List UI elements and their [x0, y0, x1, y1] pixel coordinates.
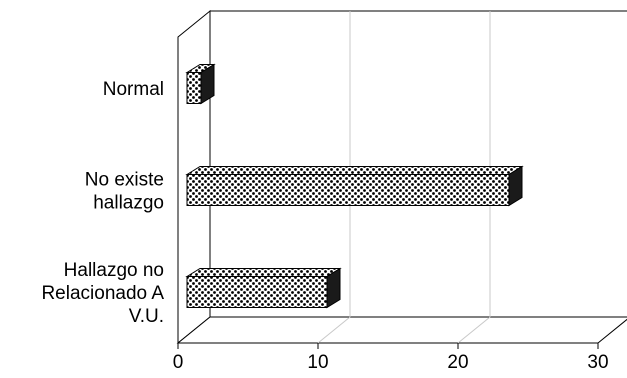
- category-label-line: hallazgo: [93, 193, 164, 214]
- category-label-line: Hallazgo no: [64, 260, 164, 281]
- x-tick-label: 0: [173, 352, 184, 373]
- floor: [176, 316, 627, 344]
- bar-top: [185, 268, 342, 277]
- grid-line-floor: [317, 316, 351, 344]
- bar: [185, 63, 216, 105]
- category-label-line: Normal: [103, 79, 164, 100]
- x-tick-label: 10: [307, 352, 328, 373]
- grid-lines: [317, 11, 491, 344]
- bar-front: [186, 276, 328, 308]
- x-tick-label: 30: [587, 352, 608, 373]
- category-label: Normal: [103, 79, 164, 100]
- x-tick-label: 20: [447, 352, 468, 373]
- bar: [185, 267, 342, 309]
- category-label-line: Relacionado A: [41, 283, 164, 304]
- bar-end: [508, 165, 523, 207]
- bar-end: [326, 267, 341, 309]
- bar-front: [186, 174, 510, 206]
- bars: [185, 63, 524, 309]
- category-labels: Normal No existe hallazgo Hallazgo no Relaci…: [41, 79, 164, 327]
- category-label: No existe hallazgo: [85, 170, 164, 214]
- bar: [185, 165, 524, 207]
- grid-line-floor: [457, 316, 491, 344]
- x-tick-labels: 0 10 20 30: [173, 343, 609, 373]
- bar-top: [185, 166, 524, 175]
- category-label-line: V.U.: [129, 306, 164, 327]
- bar-front: [186, 72, 202, 104]
- category-label: Hallazgo no Relacionado A V.U.: [41, 260, 164, 327]
- bar-end: [200, 63, 215, 105]
- category-label-line: No existe: [85, 170, 164, 191]
